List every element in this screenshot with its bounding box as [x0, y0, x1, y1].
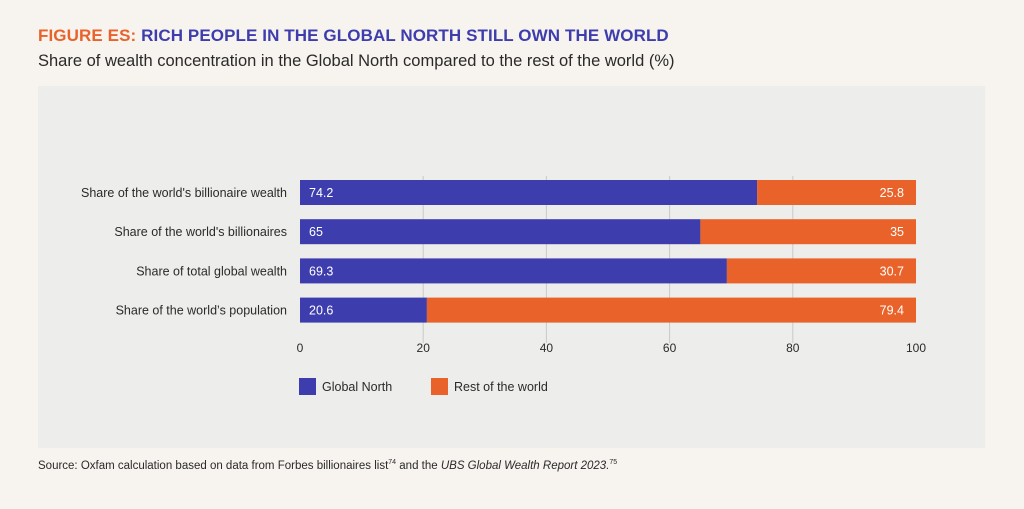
- source-note: Source: Oxfam calculation based on data …: [38, 459, 617, 472]
- legend-label: Rest of the world: [454, 380, 548, 394]
- x-tick-label: 0: [297, 341, 304, 355]
- data-label: 20.6: [309, 304, 333, 318]
- x-tick-label: 20: [417, 341, 431, 355]
- data-label: 74.2: [309, 186, 333, 200]
- x-tick-label: 100: [906, 341, 926, 355]
- source-ref-2: 75: [609, 459, 618, 466]
- stacked-bar-chart: Share of the world's billionaire wealth 7…: [81, 176, 926, 395]
- bar-global-north: [300, 297, 427, 323]
- bar-global-north: [300, 219, 701, 245]
- legend-swatch-global-north: [299, 378, 316, 395]
- category-label: Share of the world's billionaires: [114, 225, 287, 239]
- figure-label: FIGURE ES:: [38, 26, 137, 45]
- category-label: Share of total global wealth: [136, 264, 287, 278]
- category-label: Share of the world's billionaire wealth: [81, 186, 287, 200]
- legend-swatch-rest-of-world: [431, 378, 448, 395]
- chart-subtitle: Share of wealth concentration in the Glo…: [38, 52, 675, 70]
- data-label: 65: [309, 225, 323, 239]
- bar-rest-of-world: [757, 180, 916, 205]
- bar-rest-of-world: [700, 219, 916, 245]
- bar-rest-of-world: [426, 297, 916, 323]
- x-tick-label: 40: [540, 341, 554, 355]
- legend-label: Global North: [322, 380, 392, 394]
- data-label: 35: [890, 225, 904, 239]
- source-report: UBS Global Wealth Report 2023.: [440, 459, 610, 472]
- data-label: 79.4: [880, 304, 904, 318]
- x-tick-label: 60: [663, 341, 677, 355]
- bar-rest-of-world: [726, 258, 916, 284]
- x-tick-label: 80: [786, 341, 800, 355]
- figure-title: FIGURE ES: RICH PEOPLE IN THE GLOBAL NOR…: [38, 26, 669, 46]
- source-middle: and the: [396, 459, 441, 472]
- figure-heading: RICH PEOPLE IN THE GLOBAL NORTH STILL OW…: [141, 26, 669, 45]
- category-label: Share of the world’s population: [116, 304, 287, 318]
- chart-panel: Share of the world's billionaire wealth 7…: [38, 86, 985, 448]
- bar-global-north: [300, 258, 727, 284]
- data-label: 30.7: [880, 264, 904, 278]
- bar-global-north: [300, 180, 758, 205]
- source-ref-1: 74: [388, 459, 397, 466]
- data-label: 25.8: [880, 186, 904, 200]
- source-text: Source: Oxfam calculation based on data …: [38, 459, 389, 472]
- data-label: 69.3: [309, 264, 333, 278]
